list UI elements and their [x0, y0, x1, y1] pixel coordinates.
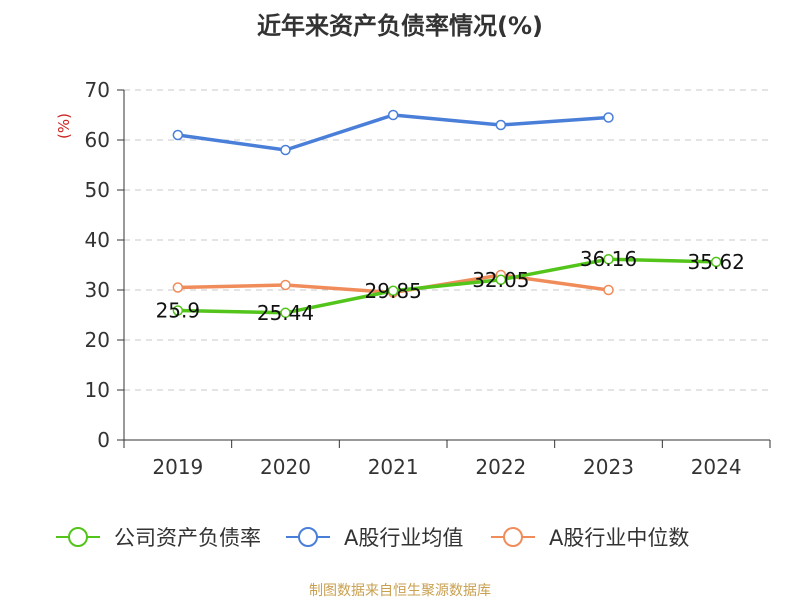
legend-label: 公司资产负债率 — [114, 526, 261, 550]
data-point — [172, 305, 184, 316]
data-source-footer: 制图数据来自恒生聚源数据库 — [309, 583, 491, 599]
legend-marker — [503, 527, 523, 547]
data-point — [603, 253, 614, 265]
data-point — [280, 307, 291, 319]
x-tick-label: 2024 — [691, 455, 742, 479]
y-tick-label: 40 — [85, 228, 110, 252]
data-label: 29.85 — [365, 279, 422, 303]
data-label: 25.9 — [156, 299, 201, 323]
x-tick-label: 2022 — [475, 455, 526, 479]
legend-label: A股行业均值 — [344, 526, 463, 550]
chart-title: 近年来资产负债率情况(%) — [257, 12, 543, 40]
legend-label: A股行业中位数 — [549, 526, 689, 550]
data-point — [172, 282, 184, 293]
x-tick-label: 2019 — [152, 455, 203, 479]
legend-marker — [298, 527, 318, 547]
y-tick-label: 10 — [85, 378, 110, 402]
x-tick-label: 2020 — [260, 455, 311, 479]
y-tick-label: 60 — [85, 128, 110, 152]
data-point — [172, 129, 184, 141]
data-label: 32.05 — [472, 268, 529, 292]
data-point — [387, 109, 399, 121]
data-point — [495, 274, 507, 285]
x-tick-label: 2023 — [583, 455, 634, 479]
y-tick-label: 50 — [85, 178, 110, 202]
data-point — [603, 112, 614, 123]
y-axis-label: (%) — [55, 113, 73, 139]
legend-marker — [68, 527, 88, 547]
y-tick-label: 20 — [85, 328, 110, 352]
series-line — [177, 257, 717, 315]
data-point — [495, 119, 507, 131]
x-tick-label: 2021 — [368, 455, 419, 479]
data-point — [710, 256, 722, 268]
data-point — [280, 279, 291, 291]
data-point — [387, 285, 399, 296]
data-label: 36.16 — [580, 247, 637, 271]
data-point — [603, 284, 614, 296]
data-label: 25.44 — [257, 301, 314, 325]
data-label: 35.62 — [688, 250, 745, 274]
y-tick-label: 30 — [85, 278, 110, 302]
y-tick-label: 0 — [97, 428, 110, 452]
data-point — [280, 144, 291, 156]
y-tick-label: 70 — [85, 78, 110, 102]
